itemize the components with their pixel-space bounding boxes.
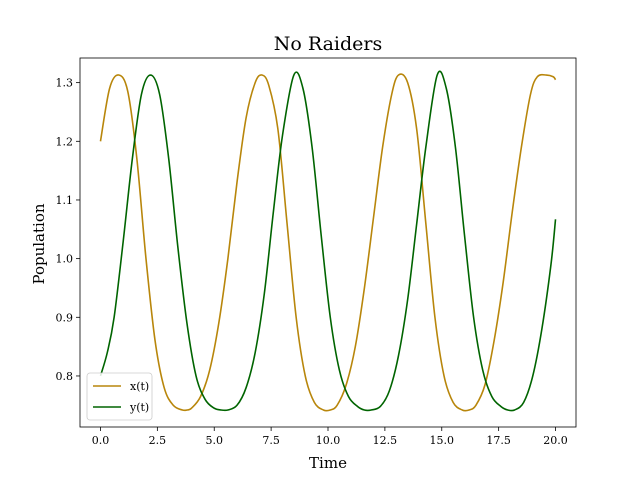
x-axis: 0.0 2.5 5.0 7.5 10.0 12.5 15.0 17.5 20.0 <box>92 427 568 447</box>
x-tick-label: 2.5 <box>149 434 167 447</box>
x-tick-label: 20.0 <box>543 434 568 447</box>
y-axis: 0.8 0.9 1.0 1.1 1.2 1.3 <box>56 77 80 383</box>
y-tick-label: 1.3 <box>56 77 74 90</box>
y-tick-label: 0.9 <box>56 311 74 324</box>
chart-title: No Raiders <box>274 33 383 55</box>
series-line-2 <box>99 70 557 412</box>
series-line-1 <box>99 73 557 412</box>
series-layer <box>99 70 557 412</box>
x-tick-label: 0.0 <box>92 434 110 447</box>
x-tick-label: 7.5 <box>262 434 280 447</box>
x-tick-label: 15.0 <box>430 434 455 447</box>
legend-box <box>86 372 153 421</box>
y-tick-label: 1.2 <box>56 135 74 148</box>
y-tick-label: 1.1 <box>56 194 74 207</box>
legend-label: x(t) <box>130 380 149 393</box>
legend-label: y(t) <box>129 401 149 414</box>
legend: x(t) y(t) <box>86 372 153 421</box>
plot-area <box>79 57 577 428</box>
x-tick-label: 5.0 <box>205 434 223 447</box>
y-tick-label: 0.8 <box>56 370 74 383</box>
y-axis-label: Population <box>30 203 48 284</box>
x-tick-label: 12.5 <box>373 434 398 447</box>
x-tick-label: 17.5 <box>486 434 511 447</box>
x-tick-label: 10.0 <box>316 434 341 447</box>
x-axis-label: Time <box>309 454 347 472</box>
y-tick-label: 1.0 <box>56 253 74 266</box>
